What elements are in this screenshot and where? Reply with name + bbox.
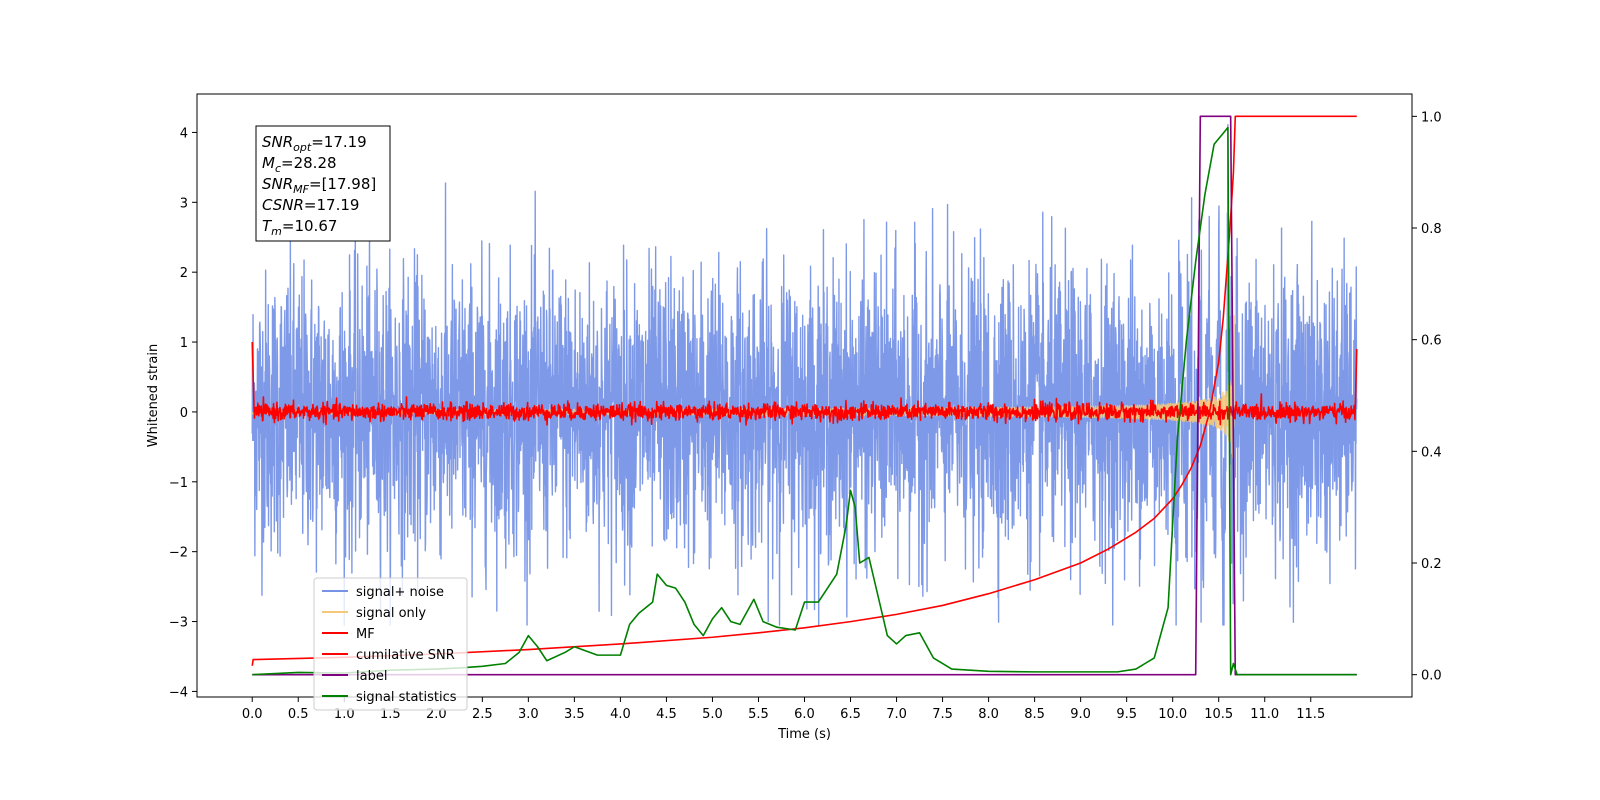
x-tick-label: 0.5 [288, 707, 309, 722]
y-tick-label: −2 [169, 546, 188, 561]
x-tick-label: 4.0 [610, 707, 631, 722]
annotation-snr-mf: SNRMF=[17.98] [262, 175, 376, 196]
x-tick-label: 4.5 [656, 707, 677, 722]
x-tick-label: 7.0 [886, 707, 907, 722]
y-tick-label: 4 [180, 126, 188, 141]
x-tick-label: 1.0 [334, 707, 355, 722]
y-tick-label: 0 [180, 406, 188, 421]
y2-tick-label: 0.2 [1421, 557, 1442, 572]
y-tick-label: 2 [180, 266, 188, 281]
x-tick-label: 0.0 [242, 707, 263, 722]
y-tick-label: −1 [169, 476, 188, 491]
y-tick-label: −3 [169, 616, 188, 631]
x-tick-label: 10.5 [1204, 707, 1233, 722]
x-tick-label: 10.0 [1158, 707, 1187, 722]
y2-tick-label: 0.4 [1421, 445, 1442, 460]
x-axis: 0.0 0.5 1.0 1.5 2.0 2.5 3.0 3.5 4.0 4.5 5.0 5.5 6.0 6… [242, 697, 1325, 722]
x-tick-label: 9.5 [1116, 707, 1137, 722]
x-tick-label: 2.0 [426, 707, 447, 722]
y2-tick-label: 0.8 [1421, 222, 1442, 237]
y-axis-label: Whitened strain [146, 344, 161, 447]
legend-label: cumilative SNR [356, 648, 455, 663]
x-tick-label: 6.0 [794, 707, 815, 722]
legend-label: label [356, 669, 387, 684]
x-tick-label: 11.0 [1250, 707, 1279, 722]
x-tick-label: 11.5 [1296, 707, 1325, 722]
x-tick-label: 5.0 [702, 707, 723, 722]
annotation-mc: Mc=28.28 [262, 154, 337, 175]
x-tick-label: 7.5 [932, 707, 953, 722]
y-axis-right: 0.0 0.2 0.4 0.6 0.8 1.0 [1412, 110, 1442, 684]
y-tick-label: −4 [169, 685, 188, 700]
x-tick-label: 3.0 [518, 707, 539, 722]
x-tick-label: 8.0 [978, 707, 999, 722]
annotation-snr-opt: SNRopt=17.19 [262, 133, 367, 154]
y2-tick-label: 1.0 [1421, 110, 1442, 125]
y-tick-label: 1 [180, 336, 188, 351]
x-tick-label: 3.5 [564, 707, 585, 722]
legend: signal+ noise signal only MF cumilative SNR… [313, 577, 468, 711]
annotation-tm: Tm=10.67 [262, 217, 337, 238]
legend-label: signal statistics [356, 690, 457, 705]
annotation-box: SNRopt=17.19 Mc=28.28 SNRMF=[17.98] CSNR… [255, 125, 391, 242]
series-signal-noise-line [251, 123, 1358, 626]
annotation-csnr: CSNR=17.19 [262, 196, 359, 214]
legend-label: signal only [356, 606, 426, 621]
y-axis-left: −4 −3 −2 −1 0 1 2 3 4 [169, 126, 197, 700]
y2-tick-label: 0.0 [1421, 669, 1442, 684]
x-tick-label: 2.5 [472, 707, 493, 722]
x-tick-label: 5.5 [748, 707, 769, 722]
annotation-frame [255, 125, 391, 242]
legend-frame [313, 577, 468, 711]
y2-tick-label: 0.6 [1421, 334, 1442, 349]
series-layer [251, 115, 1358, 676]
y-tick-label: 3 [180, 196, 188, 211]
x-tick-label: 6.5 [840, 707, 861, 722]
series-signal-statistics-line [252, 126, 1357, 676]
x-tick-label: 1.5 [380, 707, 401, 722]
series-mf-line [251, 342, 1358, 426]
legend-label: signal+ noise [356, 585, 444, 600]
x-tick-label: 8.5 [1024, 707, 1045, 722]
legend-label: MF [356, 627, 375, 642]
x-axis-label: Time (s) [777, 727, 831, 742]
x-tick-label: 9.0 [1070, 707, 1091, 722]
